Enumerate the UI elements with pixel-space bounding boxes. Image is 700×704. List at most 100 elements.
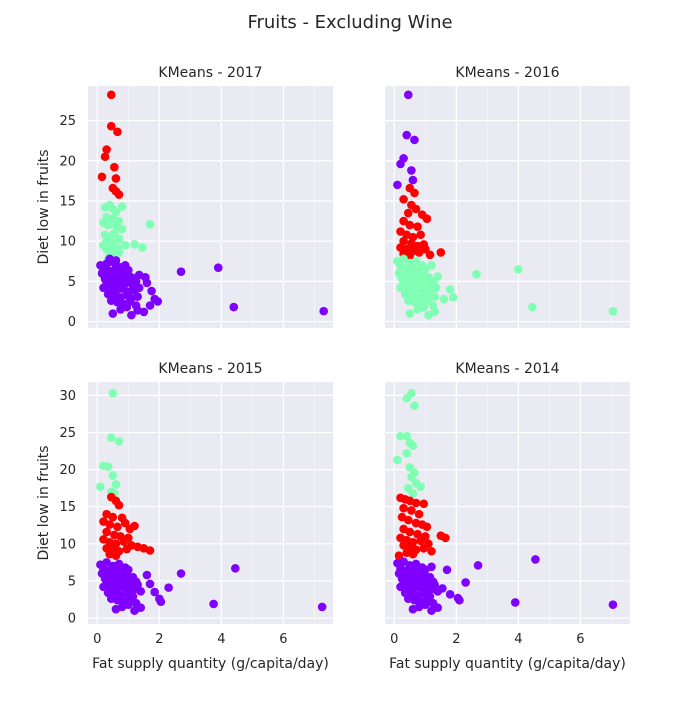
scatter-point-red: [413, 222, 422, 231]
scatter-point-purple: [393, 180, 402, 190]
scatter-point-red: [394, 551, 404, 561]
scatter-point-purple: [139, 307, 149, 317]
scatter-point-red: [110, 162, 119, 172]
scatter-point-red: [114, 500, 124, 510]
scatter-point-purple: [399, 557, 408, 566]
scatter-point-mint: [114, 437, 124, 446]
scatter-point-red: [102, 145, 111, 154]
scatter-point-mint: [514, 265, 523, 274]
subplot-3: 0 2 4 6 0 5 10 15 20 25 30 KMeans - 2015 Diet low in…: [36, 361, 333, 672]
scatter-point-purple: [461, 578, 470, 587]
scatter-point-mint: [396, 431, 405, 441]
y-tick-label: 5: [68, 275, 76, 290]
scatter-point-red: [436, 248, 446, 257]
scatter-point-purple: [150, 587, 159, 597]
scatter-point-red: [119, 537, 128, 546]
scatter-point-mint: [427, 260, 436, 270]
scatter-point-purple: [176, 569, 186, 578]
scatter-point-red: [405, 527, 415, 537]
scatter-point-mint: [108, 471, 118, 480]
y-tick-label: 20: [59, 463, 76, 478]
subplot-title: KMeans - 2014: [455, 361, 559, 377]
y-tick-label: 0: [68, 612, 76, 627]
scatter-point-mint: [608, 306, 618, 316]
y-tick-label: 20: [59, 154, 76, 169]
scatter-point-mint: [114, 234, 124, 244]
scatter-point-red: [414, 509, 424, 519]
scatter-point-mint: [106, 433, 116, 442]
scatter-point-purple: [142, 278, 152, 288]
scatter-point-mint: [408, 489, 418, 498]
scatter-point-red: [106, 90, 116, 100]
y-tick-label: 0: [68, 315, 76, 330]
y-tick-label: 25: [59, 114, 76, 129]
scatter-point-red: [411, 498, 421, 508]
scatter-point-mint: [408, 441, 418, 451]
scatter-point-mint: [137, 243, 147, 252]
x-axis-label: Fat supply quantity (g/capita/day): [389, 656, 626, 672]
scatter-point-purple: [156, 597, 166, 607]
scatter-point-red: [399, 216, 408, 226]
scatter-point-red: [405, 220, 415, 230]
x-tick-label: 6: [576, 632, 584, 647]
scatter-point-purple: [445, 590, 455, 599]
scatter-point-purple: [608, 600, 618, 609]
scatter-point-purple: [102, 558, 111, 567]
scatter-point-red: [130, 521, 139, 531]
x-axis-label: Fat supply quantity (g/capita/day): [92, 656, 329, 672]
scatter-point-red: [106, 121, 116, 131]
scatter-point-red: [113, 522, 122, 532]
scatter-point-red: [111, 174, 121, 183]
scatter-point-mint: [430, 292, 439, 301]
subplot-title: KMeans - 2017: [158, 65, 262, 81]
scatter-point-red: [416, 536, 425, 546]
scatter-point-mint: [111, 480, 121, 489]
scatter-point-purple: [122, 302, 132, 312]
scatter-point-purple: [147, 286, 156, 296]
scatter-point-mint: [402, 448, 412, 458]
scatter-point-mint: [407, 472, 416, 482]
scatter-point-purple: [403, 90, 413, 100]
scatter-point-red: [419, 543, 429, 553]
scatter-point-red: [399, 195, 408, 204]
subplot-title: KMeans - 2016: [455, 65, 559, 81]
y-axis-label: Diet low in fruits: [36, 445, 52, 560]
scatter-point-purple: [317, 602, 327, 612]
scatter-point-purple: [402, 130, 412, 140]
scatter-point-mint: [120, 240, 130, 250]
scatter-point-red: [399, 503, 408, 513]
scatter-point-red: [102, 527, 111, 537]
x-tick-label: 0: [390, 632, 398, 647]
scatter-point-purple: [510, 598, 520, 607]
subplot-1: 0 5 10 15 20 25 KMeans - 2017 Diet low in fruit…: [36, 65, 333, 330]
scatter-point-red: [407, 506, 416, 515]
scatter-point-red: [422, 214, 432, 223]
scatter-point-purple: [153, 297, 163, 306]
scatter-point-purple: [231, 564, 240, 573]
scatter-point-red: [111, 551, 121, 561]
y-tick-label: 10: [59, 235, 76, 250]
scatter-point-mint: [393, 455, 402, 465]
y-tick-label: 5: [68, 574, 76, 589]
figure-title: Fruits - Excluding Wine: [247, 12, 452, 33]
scatter-point-purple: [164, 583, 173, 592]
scatter-point-red: [108, 512, 118, 522]
scatter-point-red: [105, 520, 115, 529]
scatter-point-red: [413, 529, 422, 539]
scatter-point-purple: [442, 565, 452, 575]
scatter-point-purple: [145, 579, 155, 589]
scatter-point-red: [403, 208, 413, 218]
scatter-point-purple: [229, 302, 239, 312]
scatter-point-red: [427, 546, 436, 556]
scatter-point-purple: [130, 285, 139, 295]
scatter-point-purple: [473, 561, 483, 570]
scatter-point-mint: [472, 269, 481, 279]
scatter-point-mint: [405, 309, 415, 318]
scatter-point-red: [411, 204, 421, 214]
scatter-point-purple: [108, 309, 118, 318]
scatter-point-mint: [117, 224, 127, 234]
scatter-point-mint: [416, 482, 425, 491]
scatter-point-red: [122, 544, 132, 554]
scatter-point-red: [408, 549, 418, 559]
